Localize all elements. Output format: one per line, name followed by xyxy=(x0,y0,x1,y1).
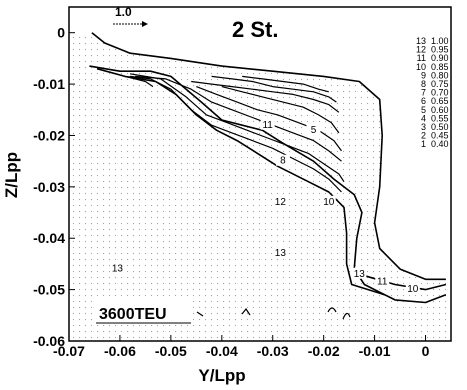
x-tick-label: -0.02 xyxy=(308,343,340,359)
reference-vector-label: 1.0 xyxy=(115,5,132,19)
legend-value: 0.75 xyxy=(431,79,449,89)
y-axis-title: Z/Lpp xyxy=(2,152,21,198)
contour-labels: 12 11 8 5 10 13 13 13 11 10 xyxy=(110,118,420,295)
contour-label: 5 xyxy=(311,125,317,136)
contour-label-bg xyxy=(306,123,321,135)
legend-value: 0.55 xyxy=(431,113,449,123)
legend-level: 10 xyxy=(416,62,426,72)
x-tick-label: 0 xyxy=(422,343,430,359)
contour-label-bg xyxy=(273,247,288,259)
contour-level-3 xyxy=(211,75,337,103)
contour-level-13 xyxy=(91,32,446,281)
legend-level: 9 xyxy=(421,70,426,80)
y-tick-label: -0.02 xyxy=(33,127,65,143)
legend-level: 6 xyxy=(421,96,426,106)
contour-label: 11 xyxy=(377,276,388,287)
legend-value: 0.40 xyxy=(431,139,449,149)
contour-label-bg xyxy=(260,118,275,130)
legend-level: 13 xyxy=(416,36,426,46)
reference-vector: 1.0 xyxy=(113,5,148,27)
legend-value: 0.70 xyxy=(431,88,449,98)
legend-value: 0.65 xyxy=(431,96,449,106)
legend-value: 0.80 xyxy=(431,70,449,80)
contour-label: 11 xyxy=(262,120,273,131)
chart-title: 2 St. xyxy=(232,17,278,42)
ship-label: 3600TEU xyxy=(99,306,167,323)
y-tick-label: -0.01 xyxy=(33,76,65,92)
legend-level: 3 xyxy=(421,122,426,132)
legend-value: 0.90 xyxy=(431,53,449,63)
contour-label: 13 xyxy=(112,264,124,275)
x-tick-label: -0.06 xyxy=(104,343,136,359)
legend-level: 7 xyxy=(421,88,426,98)
contour-level-6 xyxy=(196,86,342,152)
x-tick-label: -0.03 xyxy=(257,343,289,359)
contour-lines xyxy=(89,32,447,304)
ship-label-box xyxy=(96,299,191,325)
axis-ticks: -0.07 -0.06 -0.05 -0.04 -0.03 -0.02 -0.01 00-0.… xyxy=(33,25,430,359)
contour-label-bg xyxy=(275,154,290,166)
contour-label-bg xyxy=(405,283,420,295)
x-axis-title: Y/Lpp xyxy=(198,366,245,385)
legend-level: 12 xyxy=(416,45,426,55)
contour-label: 13 xyxy=(275,248,287,259)
x-tick-label: -0.05 xyxy=(155,343,187,359)
contour-label-bg xyxy=(352,267,367,279)
bottom-marks xyxy=(196,307,351,320)
legend-level: 8 xyxy=(421,79,426,89)
x-tick-label: -0.07 xyxy=(53,343,85,359)
contour-level-1 xyxy=(124,75,154,88)
x-tick-label: -0.01 xyxy=(359,343,391,359)
legend-level: 1 xyxy=(421,139,426,149)
contour-level-8 xyxy=(130,73,345,183)
contour-label: 10 xyxy=(407,284,419,295)
contour-label-bg xyxy=(375,275,390,287)
legend-value: 1.00 xyxy=(431,36,449,46)
contour-label: 13 xyxy=(354,269,366,280)
legend-level: 5 xyxy=(421,105,426,115)
legend-value: 0.50 xyxy=(431,122,449,132)
contour-level-11 xyxy=(96,67,386,296)
y-tick-label: -0.03 xyxy=(33,179,65,195)
x-tick-label: -0.04 xyxy=(206,343,238,359)
legend-level: 4 xyxy=(421,113,426,123)
vector-field-region xyxy=(69,32,451,341)
contour-level-12 xyxy=(89,65,447,304)
y-tick-label: -0.05 xyxy=(33,282,65,298)
vector-field-dots xyxy=(69,32,451,341)
contour-label-bg xyxy=(273,195,288,207)
contour-level-7 xyxy=(135,75,342,162)
legend-value: 0.95 xyxy=(431,45,449,55)
legend-level: 2 xyxy=(421,131,426,141)
contour-level-5 xyxy=(221,86,340,134)
contour-level-4 xyxy=(191,80,340,113)
contour-label: 10 xyxy=(323,197,335,208)
contour-level-9 xyxy=(130,75,342,193)
contour-label: 8 xyxy=(280,156,286,167)
contour-label-bg xyxy=(321,195,336,207)
contour-label: 12 xyxy=(275,197,287,208)
legend-value: 0.60 xyxy=(431,105,449,115)
y-tick-label: 0 xyxy=(57,25,65,41)
legend-value: 0.85 xyxy=(431,62,449,72)
y-tick-label: -0.06 xyxy=(33,333,65,349)
contour-label-bg xyxy=(110,262,125,274)
y-tick-label: -0.04 xyxy=(33,230,65,246)
contour-level-2 xyxy=(242,75,329,93)
legend-value: 0.45 xyxy=(431,131,449,141)
legend-level: 11 xyxy=(417,53,426,63)
